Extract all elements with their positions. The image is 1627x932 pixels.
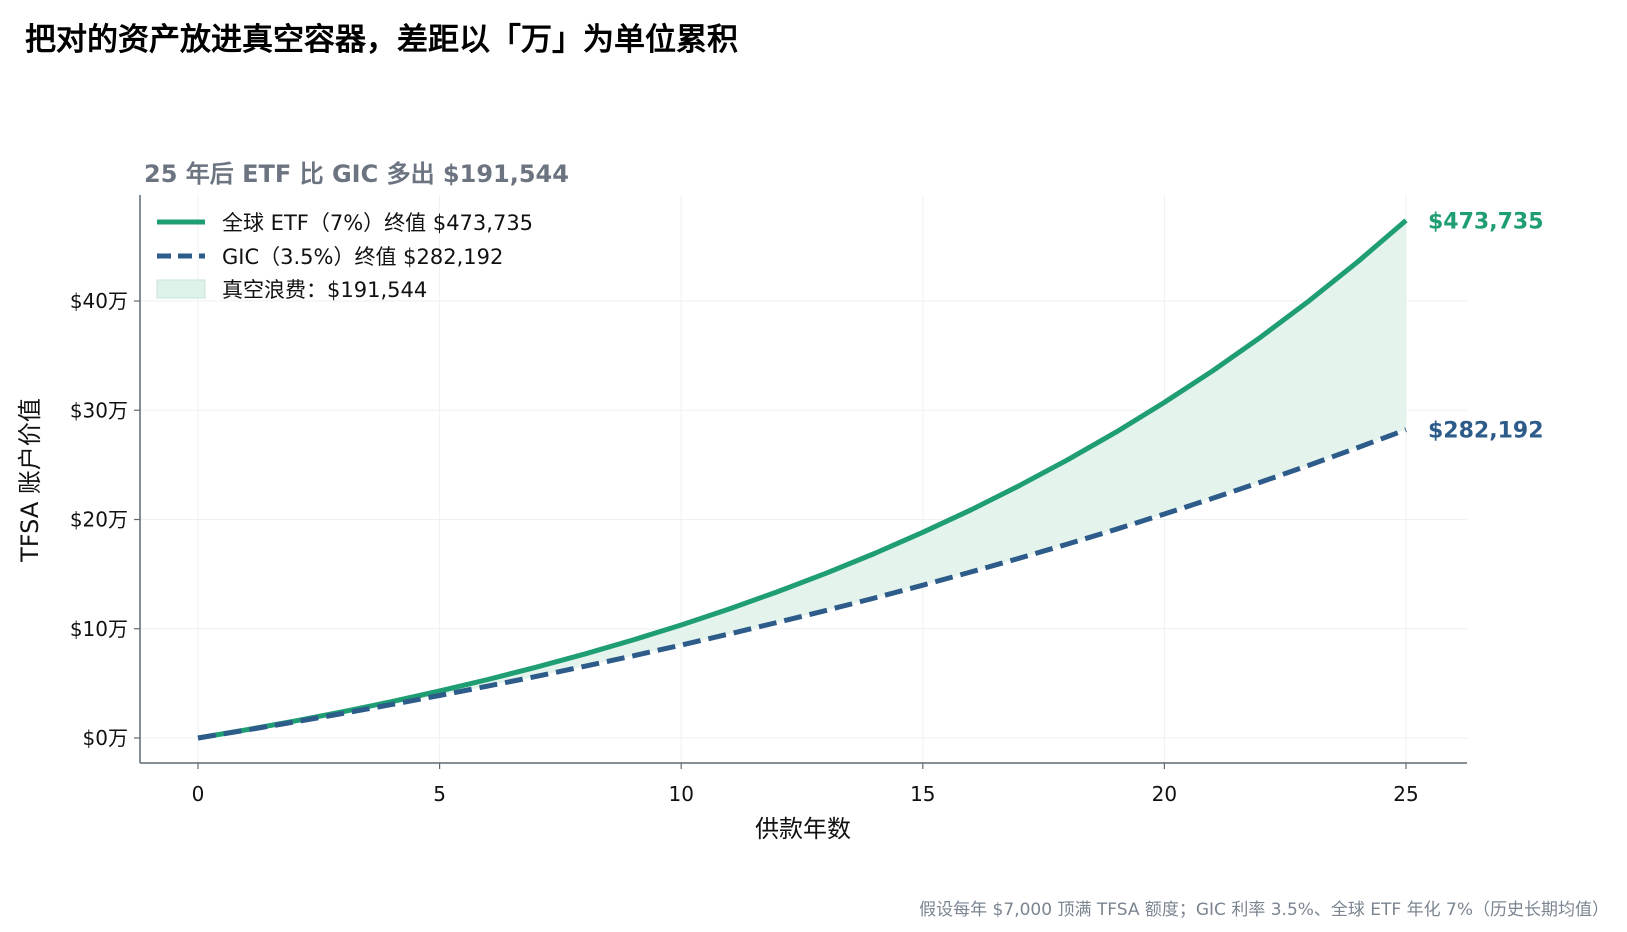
y-tick-label: $0万 bbox=[83, 726, 128, 750]
x-tick-label: 5 bbox=[433, 782, 446, 806]
x-axis-label: 供款年数 bbox=[755, 815, 851, 843]
x-tick-label: 20 bbox=[1152, 782, 1177, 806]
y-tick-label: $30万 bbox=[70, 398, 128, 422]
x-tick-label: 15 bbox=[910, 782, 935, 806]
legend: 全球 ETF（7%）终值 $473,735 GIC（3.5%）终值 $282,19… bbox=[156, 211, 533, 302]
tick-labels: 0 5 10 15 20 25 $0万 $10万 $20万 $30万 $40万 bbox=[70, 289, 1419, 806]
etf-end-label: $473,735 bbox=[1428, 209, 1544, 234]
legend-item-gap-label: 真空浪费：$191,544 bbox=[222, 278, 427, 302]
legend-item-etf-label: 全球 ETF（7%）终值 $473,735 bbox=[222, 211, 533, 235]
gap-fill-area bbox=[198, 220, 1406, 738]
gic-end-label: $282,192 bbox=[1428, 419, 1544, 444]
axes bbox=[139, 195, 1467, 764]
legend-item-gap-swatch bbox=[156, 279, 206, 299]
y-axis-label: TFSA 账户价值 bbox=[16, 398, 44, 563]
y-tick-label: $20万 bbox=[70, 508, 128, 532]
chart-subtitle: 25 年后 ETF 比 GIC 多出 $191,544 bbox=[144, 160, 569, 188]
legend-item-gic-label: GIC（3.5%）终值 $282,192 bbox=[222, 245, 503, 269]
x-tick-label: 10 bbox=[668, 782, 693, 806]
footnote: 假设每年 $7,000 顶满 TFSA 额度；GIC 利率 3.5%、全球 ET… bbox=[919, 900, 1609, 920]
x-tick-label: 25 bbox=[1393, 782, 1418, 806]
y-tick-label: $10万 bbox=[70, 617, 128, 641]
etf-series-line bbox=[197, 218, 1408, 741]
y-tick-label: $40万 bbox=[70, 289, 128, 313]
chart-title: 把对的资产放进真空容器，差距以「万」为单位累积 bbox=[25, 22, 738, 58]
x-tick-label: 0 bbox=[192, 782, 205, 806]
